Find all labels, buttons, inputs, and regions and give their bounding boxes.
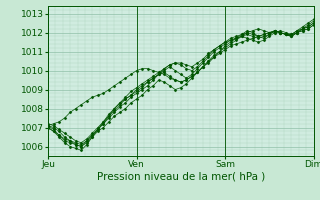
X-axis label: Pression niveau de la mer( hPa ): Pression niveau de la mer( hPa ) [97,172,265,182]
